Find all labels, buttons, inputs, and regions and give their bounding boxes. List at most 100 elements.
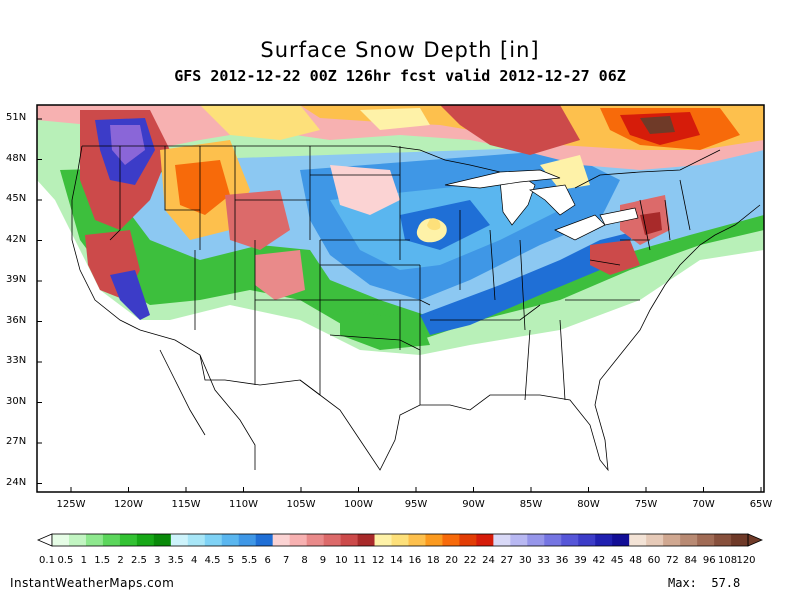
colorbar-swatch: [510, 534, 528, 546]
colorbar-label: 14: [390, 555, 403, 566]
colorbar-swatch: [697, 534, 715, 546]
colorbar-swatch: [408, 534, 426, 546]
colorbar-arrow-low: [36, 533, 53, 547]
lat-label: 24N: [6, 476, 27, 488]
lat-label: 30N: [6, 395, 27, 407]
lon-label: 95W: [404, 499, 428, 510]
colorbar-label: 11: [353, 555, 367, 566]
lat-label: 27N: [6, 436, 27, 447]
lon-label: 90W: [462, 499, 485, 510]
colorbar-swatch: [527, 534, 545, 546]
colorbar-label: 12: [371, 555, 385, 566]
colorbar-label: 5.5: [241, 555, 258, 566]
lon-label: 110W: [229, 499, 258, 510]
colorbar-label: 7: [282, 555, 290, 566]
colorbar-label: 36: [555, 555, 569, 566]
snow-field: [37, 105, 764, 492]
max-label: Max:: [668, 576, 697, 590]
colorbar-swatch: [595, 534, 613, 546]
boundaries: [71, 145, 761, 472]
colorbar-arrow-high: [747, 533, 764, 547]
colorbar-swatch: [459, 534, 477, 546]
colorbar-swatch: [255, 534, 273, 546]
colorbar-label: 8: [301, 555, 308, 566]
lon-label: 100W: [344, 499, 373, 510]
colorbar-label: 72: [666, 555, 679, 566]
lon-label: 75W: [634, 499, 658, 510]
colorbar-label: 22: [463, 555, 477, 566]
colorbar-swatch: [204, 534, 223, 546]
colorbar-swatch: [357, 534, 375, 546]
colorbar-swatch: [714, 534, 732, 546]
map-title: Surface Snow Depth [in]: [260, 38, 540, 62]
colorbar: [36, 533, 764, 547]
colorbar-swatch: [306, 534, 324, 546]
colorbar-label: 60: [647, 555, 661, 566]
lat-label: 39N: [6, 274, 27, 285]
colorbar-swatch: [272, 534, 290, 546]
colorbar-swatch: [221, 534, 240, 546]
lon-label: 85W: [519, 499, 543, 510]
colorbar-swatch: [52, 534, 70, 546]
colorbar-swatch: [153, 534, 172, 546]
colorbar-label: 2.5: [131, 555, 147, 566]
lon-label: 80W: [577, 499, 600, 510]
colorbar-label: 30: [518, 555, 532, 566]
colorbar-swatch: [425, 534, 443, 546]
lon-label: 115W: [171, 499, 201, 510]
colorbar-label: 96: [702, 555, 716, 566]
colorbar-swatch: [663, 534, 681, 546]
colorbar-swatch: [731, 534, 749, 546]
colorbar-label: 18: [426, 555, 440, 566]
lon-label: 105W: [286, 499, 316, 510]
lon-label: 125W: [56, 499, 86, 510]
colorbar-swatch: [476, 534, 494, 546]
colorbar-label: 6: [264, 555, 271, 566]
colorbar-label: 3: [154, 555, 161, 566]
colorbar-swatch: [544, 534, 562, 546]
colorbar-label: 27: [500, 555, 514, 566]
colorbar-swatch: [374, 534, 392, 546]
colorbar-label: 0.1: [39, 555, 55, 566]
lon-label: 120W: [114, 499, 143, 510]
lat-label: 33N: [6, 355, 27, 366]
colorbar-swatch: [85, 534, 104, 546]
colorbar-swatch: [102, 534, 121, 546]
lat-label: 48N: [6, 152, 27, 164]
colorbar-swatch: [612, 534, 630, 546]
colorbar-swatch: [629, 534, 647, 546]
colorbar-swatch: [340, 534, 358, 546]
lat-label: 42N: [6, 233, 27, 245]
lon-label: 70W: [692, 499, 715, 510]
site-credit: InstantWeatherMaps.com: [10, 576, 175, 590]
colorbar-label: 3.5: [167, 555, 184, 566]
lat-label: 36N: [6, 314, 27, 326]
colorbar-label: 20: [445, 555, 459, 566]
map-subtitle: GFS 2012-12-22 00Z 126hr fcst valid 2012…: [174, 67, 626, 85]
lat-label: 45N: [6, 193, 27, 204]
colorbar-swatch: [119, 534, 138, 546]
colorbar-label: 45: [610, 555, 624, 566]
colorbar-swatch: [136, 534, 155, 546]
colorbar-label: 42: [592, 555, 606, 566]
colorbar-label: 10: [334, 555, 348, 566]
colorbar-swatch: [238, 534, 257, 546]
colorbar-swatch: [187, 534, 206, 546]
colorbar-label: 1.5: [94, 555, 111, 566]
colorbar-label: 33: [537, 555, 551, 566]
colorbar-label: 39: [574, 555, 587, 566]
colorbar-label: 4.5: [204, 555, 221, 566]
colorbar-swatch: [170, 534, 189, 546]
colorbar-swatch: [646, 534, 664, 546]
max-value: 57.8: [711, 576, 741, 590]
colorbar-label: 120: [736, 555, 756, 566]
colorbar-swatch: [323, 534, 341, 546]
max-readout: Max: 57.8: [668, 576, 740, 590]
colorbar-label: 84: [684, 555, 698, 566]
colorbar-label: 4: [190, 555, 198, 566]
colorbar-swatch: [391, 534, 409, 546]
colorbar-label: 48: [629, 555, 642, 566]
colorbar-swatch: [680, 534, 698, 546]
colorbar-label: 108: [718, 555, 738, 566]
